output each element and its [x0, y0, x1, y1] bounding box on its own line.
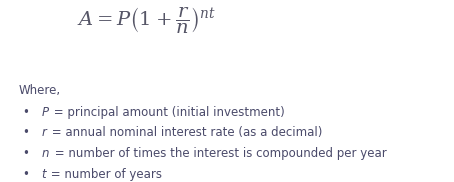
- Text: P: P: [41, 106, 49, 118]
- Text: = number of years: = number of years: [47, 168, 162, 181]
- Text: Where,: Where,: [18, 84, 60, 97]
- Text: •: •: [23, 106, 37, 118]
- Text: = number of times the interest is compounded per year: = number of times the interest is compou…: [51, 147, 387, 160]
- Text: n: n: [41, 147, 49, 160]
- Text: •: •: [23, 126, 37, 139]
- Text: r: r: [41, 126, 46, 139]
- Text: •: •: [23, 147, 37, 160]
- Text: = annual nominal interest rate (as a decimal): = annual nominal interest rate (as a dec…: [48, 126, 322, 139]
- Text: $A = P\left(1 + \dfrac{r}{n}\right)^{nt}$: $A = P\left(1 + \dfrac{r}{n}\right)^{nt}…: [77, 5, 216, 35]
- Text: = principal amount (initial investment): = principal amount (initial investment): [50, 106, 285, 118]
- Text: •: •: [23, 168, 37, 181]
- Text: t: t: [41, 168, 46, 181]
